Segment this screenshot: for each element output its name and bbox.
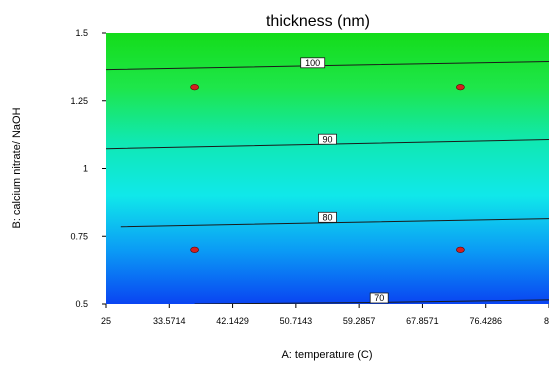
design-point-1 — [190, 84, 199, 91]
contour-label-90: 90 — [322, 134, 332, 144]
contour-labels: 70 80 90 100 — [300, 57, 389, 304]
x-tick-label: 67.8571 — [406, 316, 439, 326]
plot-area — [106, 33, 549, 304]
contour-label-80: 80 — [322, 213, 332, 223]
contour-label-100: 100 — [305, 58, 320, 68]
contour-label-box-80 — [318, 211, 337, 223]
x-tick-label: 85 — [544, 316, 549, 326]
x-axis-ticks: 25 33.5714 42.1429 50.7143 59.2857 67.8571 76.… — [101, 304, 549, 326]
x-tick-label: 25 — [101, 316, 111, 326]
y-tick-label: 0.5 — [75, 299, 88, 309]
x-tick-label: 33.5714 — [153, 316, 186, 326]
contour-label-box-90 — [318, 133, 337, 145]
design-point-4 — [456, 246, 465, 253]
contour-label-70: 70 — [374, 293, 384, 303]
y-tick-label: 1.25 — [70, 96, 88, 106]
x-tick-label: 59.2857 — [343, 316, 376, 326]
design-points — [190, 84, 465, 253]
y-axis-ticks: 0.5 0.75 1 1.25 1.5 — [70, 28, 106, 309]
x-axis-title: A: temperature (C) — [281, 349, 372, 361]
y-tick-label: 1.5 — [75, 28, 88, 38]
x-tick-label: 42.1429 — [216, 316, 249, 326]
contour-label-box-100 — [300, 57, 326, 69]
y-tick-label: 1 — [83, 164, 88, 174]
y-axis-title: B: calcium nitrate/ NaOH — [11, 107, 23, 228]
contour-line-70 — [194, 299, 549, 304]
x-tick-label: 50.7143 — [280, 316, 313, 326]
y-tick-label: 0.75 — [70, 231, 88, 241]
design-point-3 — [190, 246, 199, 253]
contour-line-100 — [106, 61, 549, 71]
contour-label-box-70 — [369, 292, 389, 304]
chart-title: thickness (nm) — [266, 13, 370, 30]
x-tick-label: 76.4286 — [469, 316, 502, 326]
design-point-2 — [456, 84, 465, 91]
